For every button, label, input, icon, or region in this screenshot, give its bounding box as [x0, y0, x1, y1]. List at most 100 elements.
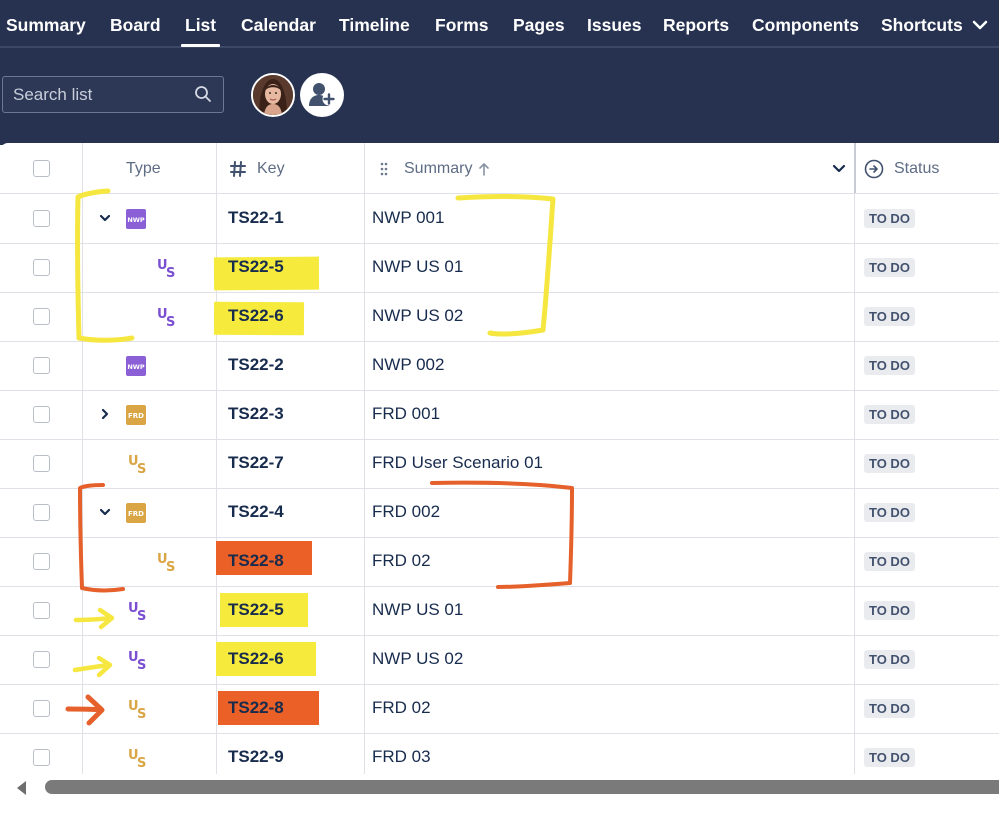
search-icon[interactable] — [194, 85, 212, 103]
highlight-mark — [218, 691, 319, 725]
row-checkbox[interactable] — [33, 406, 50, 423]
row-checkbox[interactable] — [33, 210, 50, 227]
row-checkbox[interactable] — [33, 700, 50, 717]
status-badge[interactable]: TO DO — [864, 650, 915, 669]
issue-summary[interactable]: NWP 001 — [372, 208, 445, 227]
status-badge[interactable]: TO DO — [864, 699, 915, 718]
expand-chevron-icon[interactable] — [98, 407, 112, 421]
search-input[interactable] — [11, 77, 190, 113]
tab-shortcuts[interactable]: Shortcuts — [881, 15, 963, 35]
user-avatar[interactable] — [251, 73, 295, 117]
issue-key-link[interactable]: TS22-8 — [228, 698, 284, 717]
tab-list[interactable]: List — [180, 15, 221, 47]
status-badge[interactable]: TO DO — [864, 356, 915, 375]
tab-board[interactable]: Board — [110, 15, 161, 35]
status-badge[interactable]: TO DO — [864, 601, 915, 620]
tab-pages[interactable]: Pages — [513, 15, 565, 35]
issue-summary[interactable]: FRD 001 — [372, 404, 441, 423]
issue-key-link[interactable]: TS22-4 — [228, 502, 284, 521]
issue-summary[interactable]: NWP US 02 — [372, 649, 464, 668]
issue-key-link[interactable]: TS22-3 — [228, 404, 284, 423]
issue-summary[interactable]: FRD 02 — [372, 551, 431, 570]
header-summary[interactable]: Summary — [404, 160, 473, 177]
svg-text:S: S — [137, 707, 146, 720]
issue-summary[interactable]: NWP US 02 — [372, 306, 464, 325]
column-menu-chevron-icon[interactable] — [832, 163, 846, 175]
add-people-button[interactable] — [300, 73, 344, 117]
status-badge[interactable]: TO DO — [864, 748, 915, 767]
issue-key-link[interactable]: TS22-1 — [228, 208, 284, 227]
row-checkbox[interactable] — [33, 357, 50, 374]
sort-ascending-icon[interactable] — [478, 162, 490, 176]
tab-reports[interactable]: Reports — [663, 15, 730, 35]
table-row[interactable]: NWP TS22-1 NWP 001 TO DO — [0, 194, 999, 244]
issue-key-link[interactable]: TS22-2 — [228, 355, 284, 374]
issue-key-link[interactable]: TS22-9 — [228, 747, 284, 766]
more-tabs-chevron-icon[interactable] — [970, 14, 990, 36]
row-checkbox[interactable] — [33, 259, 50, 276]
row-checkbox[interactable] — [33, 308, 50, 325]
tab-timeline[interactable]: Timeline — [339, 15, 410, 35]
issue-summary[interactable]: NWP US 01 — [372, 257, 464, 276]
row-checkbox[interactable] — [33, 602, 50, 619]
header-status[interactable]: Status — [894, 160, 940, 177]
issue-key-link[interactable]: TS22-7 — [228, 453, 284, 472]
row-checkbox[interactable] — [33, 504, 50, 521]
row-checkbox[interactable] — [33, 455, 50, 472]
column-divider — [216, 143, 217, 774]
svg-text:S: S — [166, 560, 175, 573]
select-all-checkbox[interactable] — [33, 160, 50, 177]
table-row[interactable]: FRD TS22-4 FRD 002 TO DO — [0, 488, 999, 538]
status-badge[interactable]: TO DO — [864, 258, 915, 277]
header-key[interactable]: Key — [257, 160, 285, 177]
tab-calendar[interactable]: Calendar — [241, 15, 316, 35]
tab-components[interactable]: Components — [752, 15, 859, 35]
issue-key-link[interactable]: TS22-8 — [228, 551, 284, 570]
issue-summary[interactable]: FRD 002 — [372, 502, 441, 521]
status-field-icon — [864, 159, 884, 179]
table-row[interactable]: FRD TS22-3 FRD 001 TO DO — [0, 390, 999, 440]
tab-forms[interactable]: Forms — [435, 15, 489, 35]
drag-handle-icon[interactable] — [380, 162, 388, 176]
issue-key-link[interactable]: TS22-5 — [228, 257, 284, 276]
issue-summary[interactable]: FRD 02 — [372, 698, 431, 717]
user-story-icon: US — [128, 699, 146, 720]
horizontal-scrollbar[interactable] — [0, 775, 999, 800]
svg-text:U: U — [128, 601, 139, 616]
scrollbar-thumb[interactable] — [45, 780, 999, 794]
collapse-chevron-icon[interactable] — [98, 505, 112, 519]
svg-text:U: U — [128, 454, 139, 469]
issue-summary[interactable]: FRD User Scenario 01 — [372, 453, 544, 472]
status-badge[interactable]: TO DO — [864, 454, 915, 473]
collapse-chevron-icon[interactable] — [98, 211, 112, 225]
issue-key-link[interactable]: TS22-5 — [228, 600, 284, 619]
status-badge[interactable]: TO DO — [864, 503, 915, 522]
header-type[interactable]: Type — [126, 160, 161, 177]
tab-issues[interactable]: Issues — [587, 15, 642, 35]
row-checkbox[interactable] — [33, 651, 50, 668]
status-badge[interactable]: TO DO — [864, 552, 915, 571]
status-badge[interactable]: TO DO — [864, 209, 915, 228]
svg-text:U: U — [128, 699, 139, 714]
issue-summary[interactable]: FRD 03 — [372, 747, 431, 766]
issue-key-link[interactable]: TS22-6 — [228, 649, 284, 668]
tab-summary[interactable]: Summary — [6, 15, 86, 35]
issue-key-link[interactable]: TS22-6 — [228, 306, 284, 325]
status-badge[interactable]: TO DO — [864, 307, 915, 326]
svg-text:U: U — [157, 307, 168, 322]
table-row[interactable]: NWP TS22-2 NWP 002 TO DO — [0, 341, 999, 391]
status-badge[interactable]: TO DO — [864, 405, 915, 424]
row-checkbox[interactable] — [33, 553, 50, 570]
issue-summary[interactable]: NWP US 01 — [372, 600, 464, 619]
issue-summary[interactable]: NWP 002 — [372, 355, 445, 374]
scroll-left-arrow-icon[interactable] — [14, 779, 30, 797]
row-checkbox[interactable] — [33, 749, 50, 766]
